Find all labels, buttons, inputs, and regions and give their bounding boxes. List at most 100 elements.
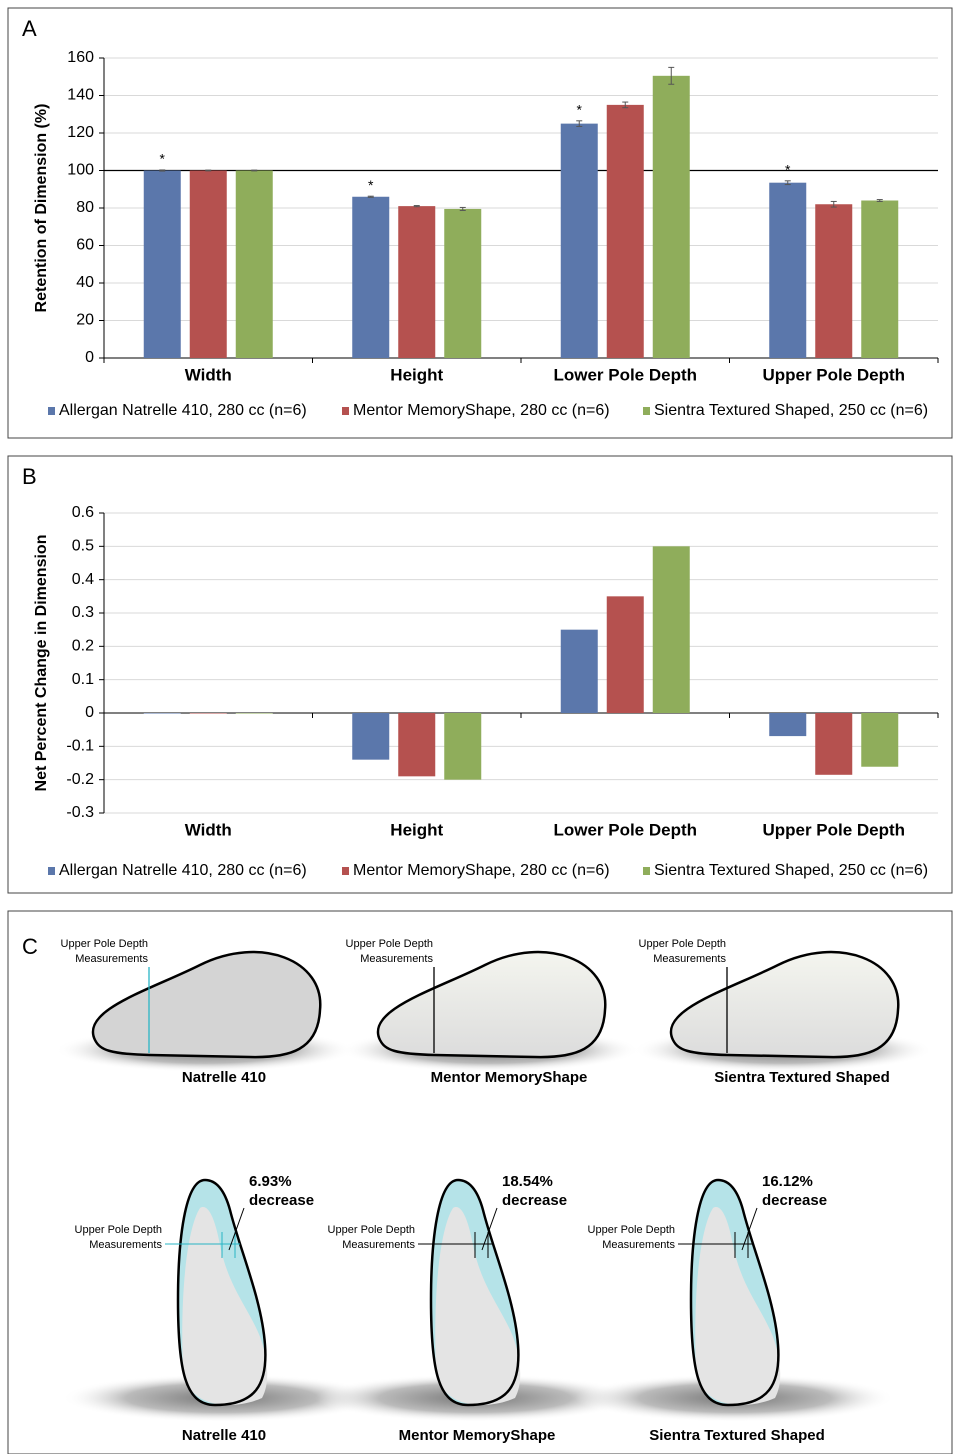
legend-swatch bbox=[48, 407, 55, 415]
y-tick-label: 0 bbox=[85, 704, 94, 721]
bar bbox=[398, 713, 435, 776]
bar bbox=[190, 713, 227, 714]
x-tick-label: Upper Pole Depth bbox=[762, 820, 905, 839]
x-tick-label: Width bbox=[185, 365, 232, 384]
change-word: decrease bbox=[249, 1192, 314, 1209]
figure: A Retention of Dimension (%) 0 20 40 60 80 100 1… bbox=[0, 0, 953, 1454]
y-tick-label: 60 bbox=[76, 237, 94, 254]
y-tick-label: 0.3 bbox=[72, 604, 94, 621]
implant-outline bbox=[93, 952, 320, 1057]
implant-name: Mentor MemoryShape bbox=[431, 1069, 588, 1086]
y-tick-label: 40 bbox=[76, 274, 94, 291]
bar bbox=[561, 124, 598, 358]
y-tick-label: 160 bbox=[67, 49, 94, 66]
implant-name: Sientra Textured Shaped bbox=[714, 1069, 890, 1086]
significance-mark: * bbox=[160, 151, 166, 167]
bar bbox=[769, 713, 806, 736]
measure-label: Measurements bbox=[75, 953, 148, 965]
y-tick-label: 0.4 bbox=[72, 571, 94, 588]
measure-label: Measurements bbox=[89, 1239, 162, 1251]
x-tick-label: Lower Pole Depth bbox=[553, 365, 697, 384]
y-tick-label: 100 bbox=[67, 162, 94, 179]
legend-label: Sientra Textured Shaped, 250 cc (n=6) bbox=[654, 862, 928, 879]
y-axis-label: Net Percent Change in Dimension bbox=[33, 535, 50, 792]
implant-profile-view: Upper Pole Depth Measurements 16.12% decrea… bbox=[575, 1173, 895, 1444]
bar bbox=[561, 630, 598, 713]
bar bbox=[769, 183, 806, 358]
y-tick-label: 0.1 bbox=[72, 671, 94, 688]
y-tick-label: 0.6 bbox=[72, 504, 94, 521]
bar bbox=[861, 713, 898, 767]
y-tick-label: 120 bbox=[67, 124, 94, 141]
significance-mark: * bbox=[368, 177, 374, 193]
legend-swatch bbox=[643, 867, 650, 875]
measure-label: Measurements bbox=[342, 1239, 415, 1251]
implant-name: Natrelle 410 bbox=[182, 1069, 266, 1086]
bar bbox=[444, 713, 481, 780]
x-tick-label: Height bbox=[390, 820, 443, 839]
bar bbox=[144, 171, 181, 359]
y-tick-label: 140 bbox=[67, 87, 94, 104]
implant-name: Natrelle 410 bbox=[182, 1427, 266, 1444]
bar bbox=[653, 76, 690, 358]
y-tick-label: 80 bbox=[76, 199, 94, 216]
bar bbox=[815, 204, 852, 358]
implant-side-view: Upper Pole Depth Measurements Natrelle 410 bbox=[55, 938, 355, 1086]
legend-label: Allergan Natrelle 410, 280 cc (n=6) bbox=[59, 862, 307, 879]
y-axis-label: Retention of Dimension (%) bbox=[33, 104, 50, 313]
measure-label: Measurements bbox=[602, 1239, 675, 1251]
legend-label: Allergan Natrelle 410, 280 cc (n=6) bbox=[59, 402, 307, 419]
error-bar bbox=[205, 170, 211, 171]
change-value: 16.12% bbox=[762, 1173, 813, 1190]
legend-swatch bbox=[342, 407, 349, 415]
measure-label: Upper Pole Depth bbox=[75, 1224, 162, 1236]
error-bar bbox=[251, 170, 257, 171]
bar bbox=[236, 171, 273, 359]
measure-label: Measurements bbox=[653, 953, 726, 965]
change-value: 6.93% bbox=[249, 1173, 292, 1190]
measure-label: Upper Pole Depth bbox=[346, 938, 433, 950]
y-tick-label: -0.3 bbox=[66, 804, 94, 821]
y-tick-label: 0 bbox=[85, 349, 94, 366]
bar bbox=[236, 713, 273, 714]
y-tick-label: 20 bbox=[76, 312, 94, 329]
bar bbox=[815, 713, 852, 775]
significance-mark: * bbox=[785, 162, 791, 178]
implant-name: Sientra Textured Shaped bbox=[649, 1427, 825, 1444]
measure-label: Upper Pole Depth bbox=[639, 938, 726, 950]
x-tick-label: Upper Pole Depth bbox=[762, 365, 905, 384]
bar bbox=[444, 209, 481, 358]
panel-label: C bbox=[22, 934, 38, 959]
bar bbox=[190, 171, 227, 359]
y-tick-label: -0.1 bbox=[66, 738, 94, 755]
legend-label: Mentor MemoryShape, 280 cc (n=6) bbox=[353, 862, 610, 879]
legend-label: Mentor MemoryShape, 280 cc (n=6) bbox=[353, 402, 610, 419]
panel-label: B bbox=[22, 464, 37, 489]
change-value: 18.54% bbox=[502, 1173, 553, 1190]
implant-outline bbox=[378, 952, 605, 1057]
bar bbox=[607, 596, 644, 713]
bar bbox=[352, 713, 389, 760]
bar bbox=[352, 197, 389, 358]
implant-side-view: Upper Pole Depth Measurements Sientra Text… bbox=[633, 938, 933, 1086]
x-tick-label: Height bbox=[390, 365, 443, 384]
legend-swatch bbox=[48, 867, 55, 875]
legend-label: Sientra Textured Shaped, 250 cc (n=6) bbox=[654, 402, 928, 419]
bar bbox=[861, 201, 898, 359]
measure-label: Upper Pole Depth bbox=[61, 938, 148, 950]
implant-name: Mentor MemoryShape bbox=[399, 1427, 556, 1444]
change-word: decrease bbox=[762, 1192, 827, 1209]
y-tick-label: 0.5 bbox=[72, 538, 94, 555]
legend-swatch bbox=[643, 407, 650, 415]
y-tick-label: -0.2 bbox=[66, 771, 94, 788]
panel-label: A bbox=[22, 16, 37, 41]
measure-label: Upper Pole Depth bbox=[328, 1224, 415, 1236]
change-word: decrease bbox=[502, 1192, 567, 1209]
bar bbox=[607, 105, 644, 358]
measure-label: Upper Pole Depth bbox=[588, 1224, 675, 1236]
bar bbox=[398, 206, 435, 358]
legend-swatch bbox=[342, 867, 349, 875]
x-tick-label: Lower Pole Depth bbox=[553, 820, 697, 839]
x-tick-label: Width bbox=[185, 820, 232, 839]
